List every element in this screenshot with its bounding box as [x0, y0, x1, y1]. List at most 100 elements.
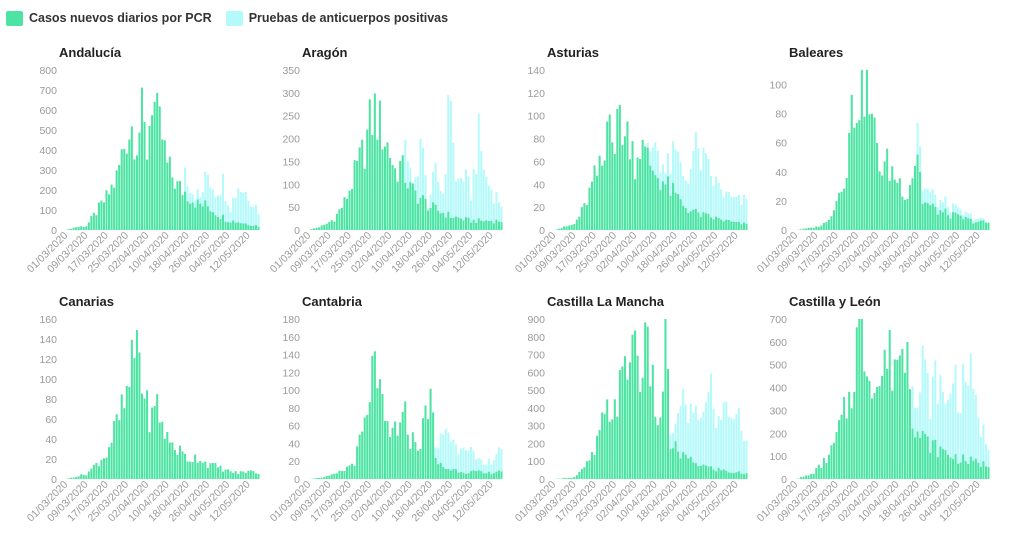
pcr-bar [651, 170, 654, 230]
legend-item-pcr[interactable]: Casos nuevos diarios por PCR [6, 10, 212, 26]
pcr-bar [399, 161, 402, 230]
pcr-bar [158, 422, 161, 479]
pcr-bar [835, 201, 838, 230]
pcr-bar [603, 413, 606, 479]
pcr-bar [452, 469, 455, 479]
panel-title: Baleares [789, 45, 843, 60]
pcr-bar [598, 430, 601, 479]
pcr-bar [815, 226, 818, 230]
pcr-bar [470, 222, 473, 230]
antibody-bar [437, 181, 440, 230]
pcr-bar [560, 228, 563, 230]
pcr-bar [224, 221, 227, 230]
y-tick-label: 80 [775, 109, 787, 121]
panel-baleares: Baleares02040608010001/03/202009/03/2020… [755, 45, 990, 275]
pcr-bar [467, 217, 470, 230]
antibody-bar [482, 169, 485, 230]
pcr-bar [720, 219, 723, 230]
pcr-bar [434, 457, 437, 479]
pcr-bar [661, 391, 664, 479]
pcr-bar [929, 205, 932, 230]
pcr-bar [206, 206, 209, 230]
pcr-bar [583, 203, 586, 230]
pcr-bar [368, 99, 371, 230]
pcr-bar [181, 451, 184, 479]
pcr-bar [870, 398, 873, 479]
pcr-bar [406, 188, 409, 230]
antibody-bar [472, 450, 475, 479]
pcr-bar [492, 223, 495, 230]
antibody-bar [689, 168, 692, 230]
antibody-bar [677, 412, 680, 479]
y-tick-label: 60 [288, 421, 300, 433]
antibody-bar [477, 113, 480, 230]
pcr-bar [135, 155, 138, 230]
y-tick-label: 400 [39, 145, 57, 157]
pcr-bar [492, 473, 495, 479]
pcr-bar [606, 121, 609, 230]
pcr-bar [171, 442, 174, 479]
antibody-bar [717, 416, 720, 479]
pcr-bar [969, 218, 972, 230]
pcr-bar [669, 195, 672, 230]
pcr-bar [865, 376, 868, 479]
pcr-bar [876, 142, 879, 230]
pcr-bar [222, 471, 225, 479]
pcr-bar [936, 214, 939, 230]
pcr-bar [972, 460, 975, 479]
pcr-bar [67, 478, 70, 479]
pcr-bar [865, 70, 868, 230]
antibody-bar [249, 206, 252, 230]
pcr-bar [800, 229, 803, 230]
pcr-bar [480, 471, 483, 479]
pcr-bar [702, 464, 705, 479]
antibody-bar [222, 173, 225, 230]
pcr-bar [222, 214, 225, 230]
antibody-bar [257, 213, 260, 230]
pcr-bar [832, 210, 836, 230]
pcr-bar [254, 225, 257, 230]
antibody-bar [482, 464, 485, 479]
pcr-bar [113, 420, 116, 479]
pcr-bar [500, 222, 503, 230]
pcr-bar [727, 220, 730, 230]
pcr-bar [626, 379, 629, 479]
antibody-bar [941, 391, 944, 479]
pcr-bar [115, 170, 118, 230]
legend: Casos nuevos diarios por PCR Pruebas de … [6, 9, 462, 27]
pcr-bar [692, 462, 695, 479]
pcr-bar [318, 478, 321, 479]
pcr-bar [229, 471, 232, 479]
pcr-bar [565, 478, 568, 479]
pcr-bar [437, 464, 440, 479]
pcr-bar [916, 154, 919, 230]
pcr-bar [717, 218, 720, 230]
pcr-bar [242, 223, 245, 230]
pcr-bar [827, 454, 830, 479]
antibody-bar [475, 173, 478, 230]
pcr-bar [427, 419, 430, 479]
pcr-bar [921, 430, 924, 479]
pcr-bar [845, 418, 848, 479]
pcr-bar [876, 386, 879, 479]
pcr-bar [903, 372, 906, 479]
y-tick-label: 60 [775, 138, 787, 150]
pcr-bar [742, 222, 745, 230]
pcr-bar [585, 205, 588, 230]
pcr-bar [318, 227, 321, 230]
pcr-bar [490, 221, 493, 230]
antibody-bar [745, 440, 748, 479]
y-tick-label: 700 [527, 350, 545, 362]
legend-item-antibody[interactable]: Pruebas de anticuerpos positivas [225, 10, 448, 26]
pcr-bar [166, 432, 169, 479]
y-tick-label: 120 [39, 354, 57, 366]
pcr-bar [926, 436, 929, 479]
pcr-bar [967, 464, 970, 479]
y-tick-label: 800 [39, 65, 57, 77]
pcr-bar [916, 431, 919, 479]
y-tick-label: 80 [45, 394, 57, 406]
pcr-bar [454, 216, 457, 230]
antibody-bar [416, 176, 419, 230]
antibody-bar [720, 419, 723, 479]
antibody-bar [682, 176, 685, 230]
